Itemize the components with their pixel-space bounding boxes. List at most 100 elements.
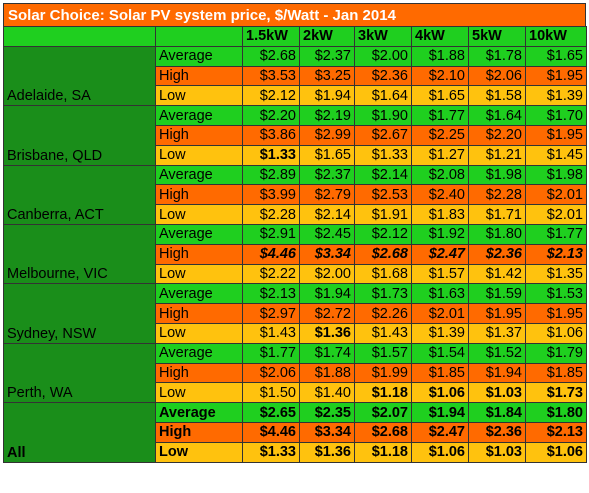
price-cell: $2.01 (525, 184, 587, 206)
price-table: 1.5kW 2kW 3kW 4kW 5kW 10kW Adelaide, SA A… (3, 26, 587, 463)
price-cell: $3.86 (242, 124, 300, 146)
price-cell: $1.35 (525, 263, 587, 285)
row-label: High (155, 362, 243, 384)
price-cell: $1.03 (468, 441, 526, 463)
price-cell: $1.40 (299, 382, 355, 404)
row-label: Average (155, 105, 243, 126)
price-cell: $1.94 (468, 362, 526, 384)
price-cell: $1.74 (299, 342, 355, 364)
column-header: 5kW (468, 26, 526, 47)
price-cell: $1.70 (525, 105, 587, 126)
price-cell: $1.85 (411, 362, 469, 384)
price-cell: $1.33 (242, 441, 300, 463)
price-cell: $1.54 (411, 342, 469, 364)
row-label: Average (155, 283, 243, 305)
price-cell: $2.00 (299, 263, 355, 285)
price-cell: $1.45 (525, 144, 587, 166)
location-cell: All (3, 402, 156, 463)
table-row: High $4.46 $3.34 $2.68 $2.47 $2.36 $2.13 (4, 421, 587, 443)
header-label-col (155, 26, 243, 47)
header-row: 1.5kW 2kW 3kW 4kW 5kW 10kW (3, 26, 587, 47)
column-header: 3kW (354, 26, 412, 47)
table-row: High $4.46 $3.34 $2.68 $2.47 $2.36 $2.13 (4, 243, 587, 265)
price-cell: $2.68 (354, 421, 412, 443)
price-cell: $1.64 (468, 105, 526, 126)
price-cell: $1.52 (468, 342, 526, 364)
column-header: 2kW (299, 26, 355, 47)
price-cell: $1.98 (525, 164, 587, 186)
location-cell: Brisbane, QLD (3, 105, 156, 166)
location-cell: Perth, WA (3, 342, 156, 404)
price-cell: $1.63 (411, 283, 469, 305)
price-cell: $2.06 (242, 362, 300, 384)
price-cell: $2.47 (411, 243, 469, 265)
price-cell: $3.53 (242, 65, 300, 87)
column-header: 4kW (411, 26, 469, 47)
price-cell: $2.97 (242, 303, 300, 324)
price-cell: $1.43 (242, 322, 300, 344)
table-row: Low $2.28 $2.14 $1.91 $1.83 $1.71 $2.01 (4, 204, 587, 225)
price-cell: $2.25 (411, 124, 469, 146)
price-cell: $1.53 (525, 283, 587, 305)
row-label: Low (155, 263, 243, 285)
header-corner (3, 26, 156, 47)
price-cell: $2.37 (299, 45, 355, 67)
price-cell: $2.45 (299, 223, 355, 245)
price-cell: $2.47 (411, 421, 469, 443)
price-cell: $1.79 (525, 342, 587, 364)
table-row: High $3.99 $2.79 $2.53 $2.40 $2.28 $2.01 (4, 184, 587, 206)
price-cell: $1.18 (354, 441, 412, 463)
price-cell: $2.68 (242, 45, 300, 67)
location-cell: Sydney, NSW (3, 283, 156, 344)
price-cell: $1.65 (299, 144, 355, 166)
price-cell: $2.65 (242, 402, 300, 423)
price-cell: $3.25 (299, 65, 355, 87)
price-cell: $2.14 (299, 204, 355, 225)
row-label: High (155, 421, 243, 443)
price-cell: $2.28 (242, 204, 300, 225)
price-cell: $1.73 (354, 283, 412, 305)
price-cell: $3.34 (299, 421, 355, 443)
price-cell: $1.95 (525, 303, 587, 324)
price-cell: $2.91 (242, 223, 300, 245)
row-label: High (155, 65, 243, 87)
table-row: Low $2.22 $2.00 $1.68 $1.57 $1.42 $1.35 (4, 263, 587, 285)
price-cell: $1.95 (525, 124, 587, 146)
table-title: Solar Choice: Solar PV system price, $/W… (3, 3, 586, 26)
table-row: Low $1.33 $1.65 $1.33 $1.27 $1.21 $1.45 (4, 144, 587, 166)
table-row: Sydney, NSW Average $2.13 $1.94 $1.73 $1.63 $1… (3, 283, 587, 344)
location-cell: Adelaide, SA (3, 45, 156, 107)
price-cell: $1.84 (468, 402, 526, 423)
table-row: Perth, WA Average $1.77 $1.74 $1.57 $1.54 $1.5… (3, 342, 587, 404)
price-cell: $2.36 (468, 421, 526, 443)
price-cell: $1.73 (525, 382, 587, 404)
price-cell: $2.10 (411, 65, 469, 87)
price-cell: $1.77 (525, 223, 587, 245)
price-cell: $2.13 (242, 283, 300, 305)
row-label: High (155, 303, 243, 324)
row-label: Low (155, 144, 243, 166)
price-cell: $1.68 (354, 263, 412, 285)
price-cell: $2.08 (411, 164, 469, 186)
price-cell: $4.46 (242, 243, 300, 265)
table-row: Canberra, ACT Average $2.89 $2.37 $2.14 $2.08… (3, 164, 587, 225)
table-body: Adelaide, SA Average $2.68 $2.37 $2.00 $1.88 $… (3, 45, 587, 463)
price-cell: $1.18 (354, 382, 412, 404)
price-table-container: Solar Choice: Solar PV system price, $/W… (3, 3, 587, 490)
price-cell: $2.20 (242, 105, 300, 126)
price-cell: $2.12 (354, 223, 412, 245)
table-row: High $3.53 $3.25 $2.36 $2.10 $2.06 $1.95 (4, 65, 587, 87)
price-cell: $2.13 (525, 243, 587, 265)
price-cell: $2.36 (354, 65, 412, 87)
price-cell: $3.34 (299, 243, 355, 265)
table-row: High $3.86 $2.99 $2.67 $2.25 $2.20 $1.95 (4, 124, 587, 146)
price-cell: $1.06 (525, 322, 587, 344)
row-label: High (155, 243, 243, 265)
price-cell: $1.03 (468, 382, 526, 404)
price-cell: $1.65 (411, 85, 469, 107)
row-label: Low (155, 204, 243, 225)
price-cell: $1.88 (299, 362, 355, 384)
price-cell: $2.19 (299, 105, 355, 126)
price-cell: $1.95 (525, 65, 587, 87)
price-cell: $2.01 (525, 204, 587, 225)
